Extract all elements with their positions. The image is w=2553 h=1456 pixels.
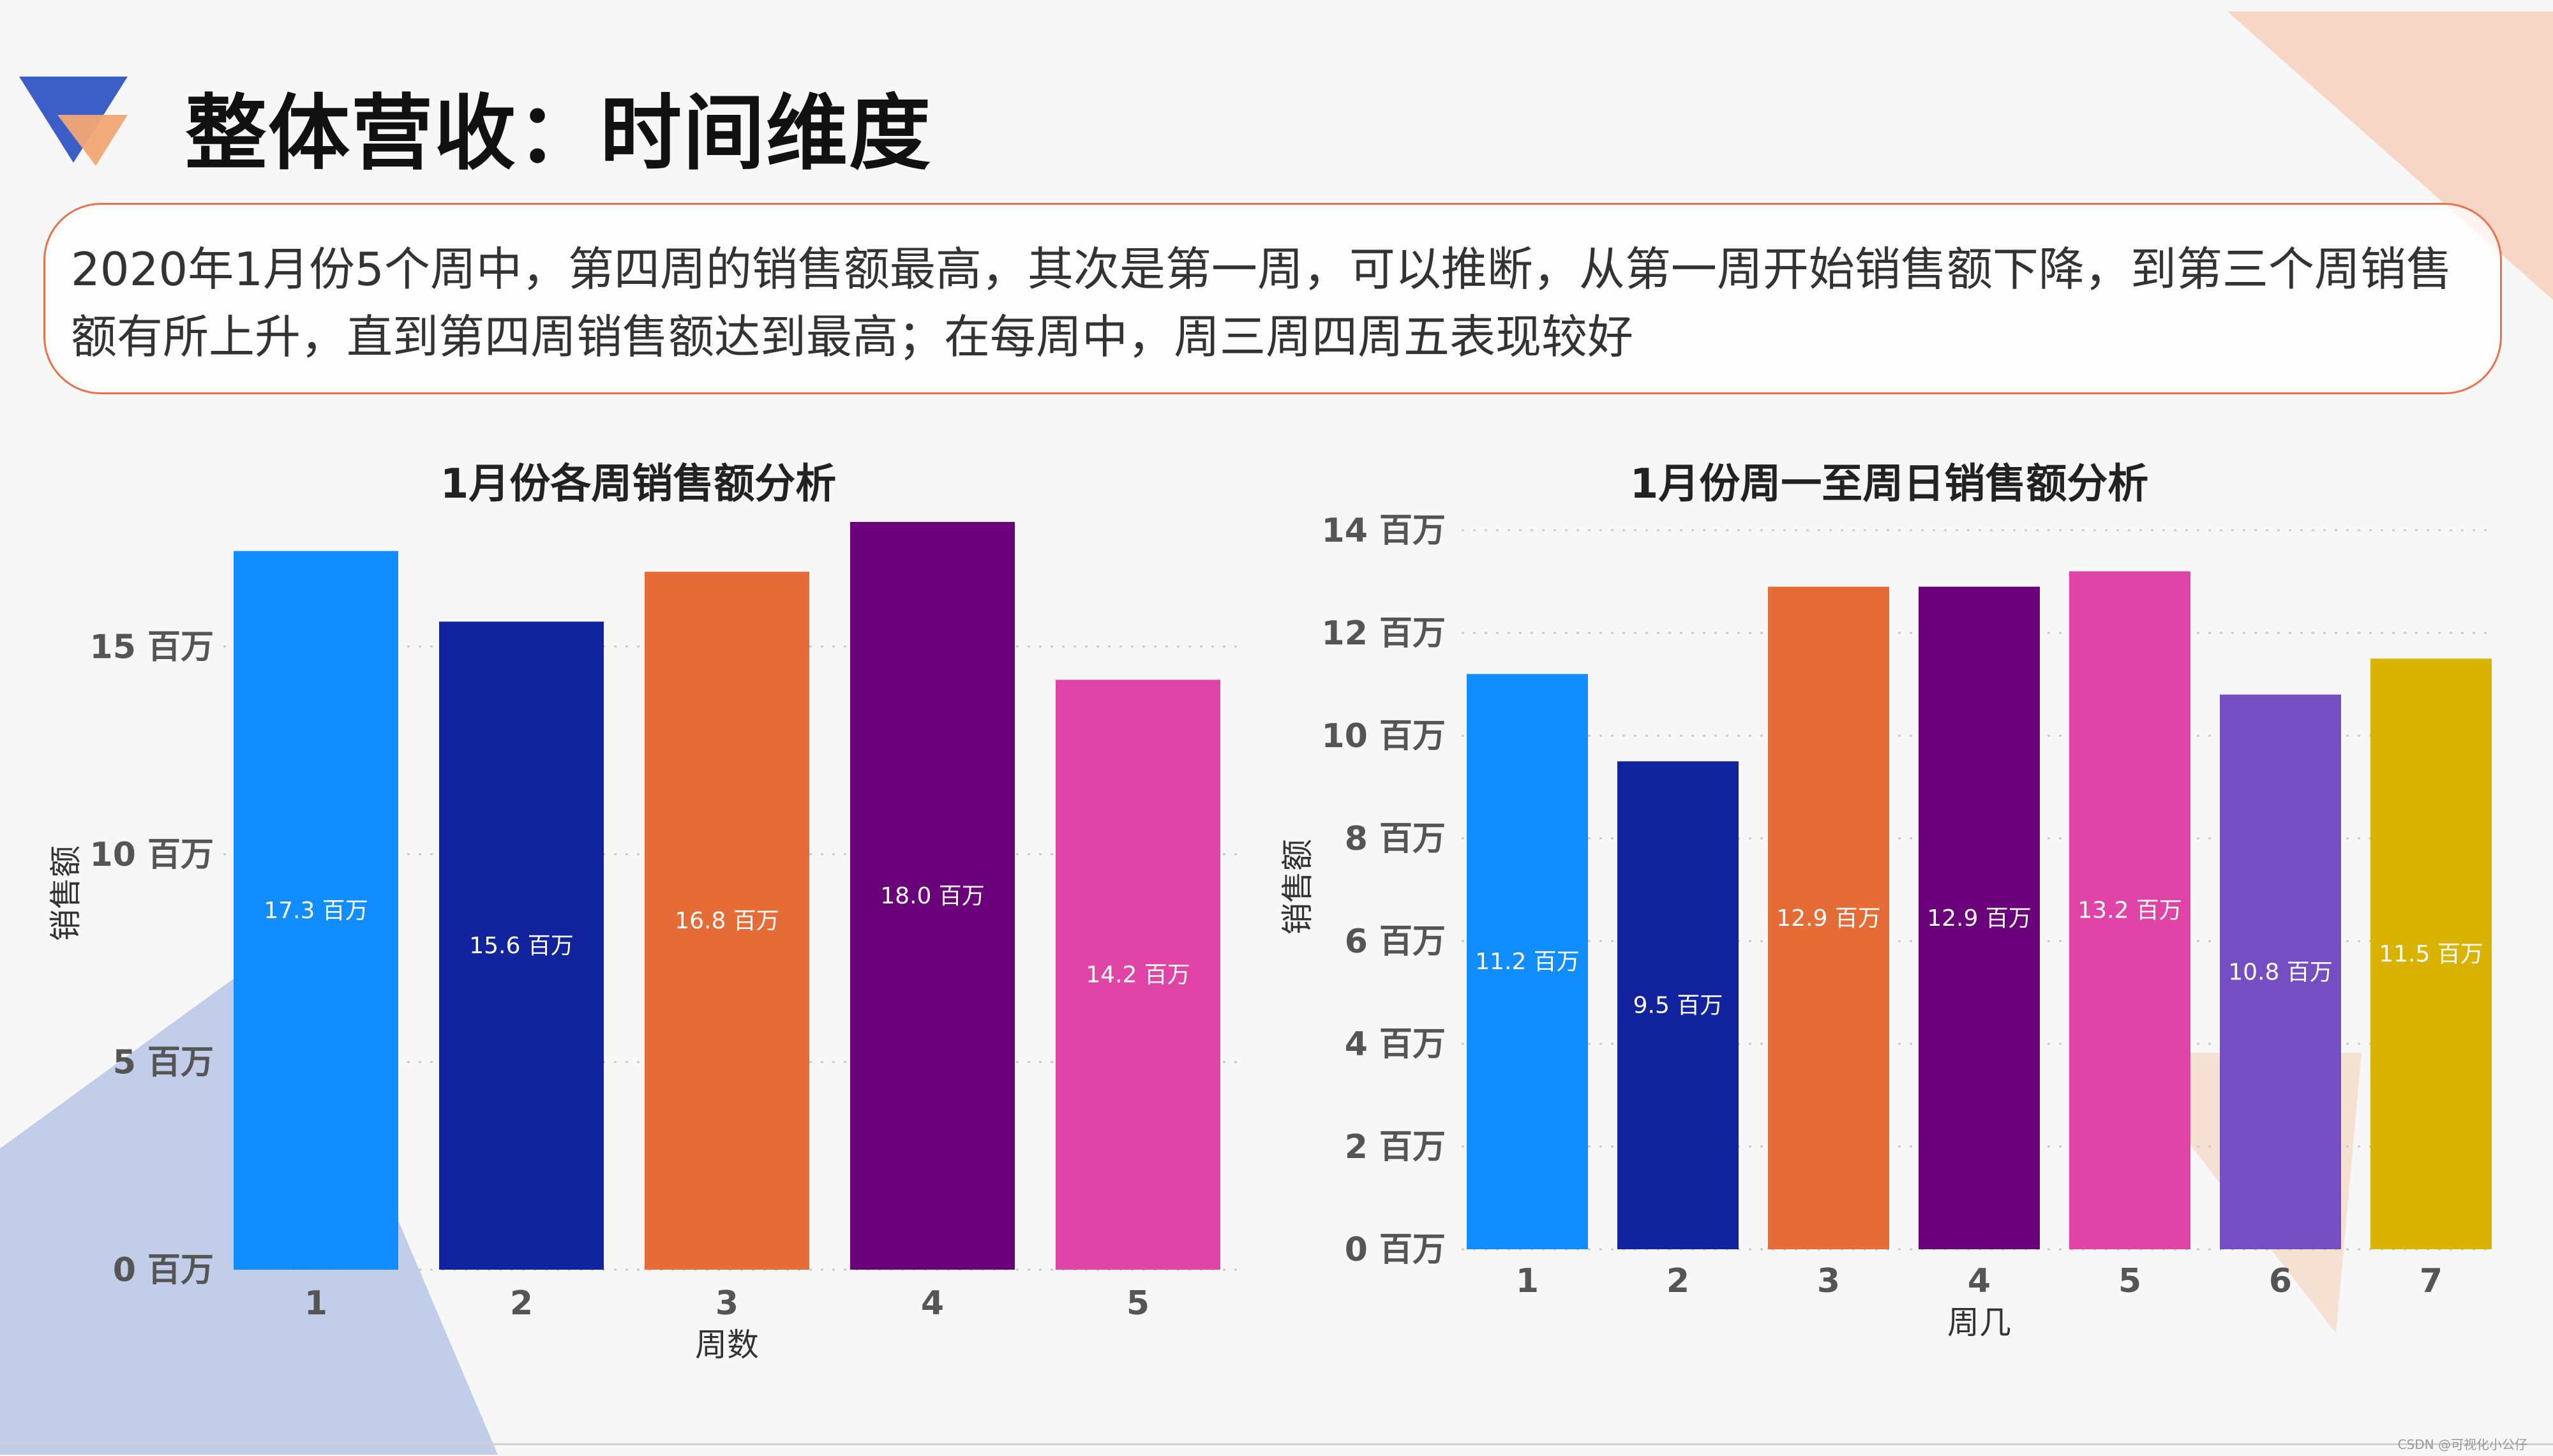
y-axis-label: 销售额: [47, 845, 84, 941]
bar[interactable]: [2069, 571, 2190, 1249]
bar-data-label: 12.9 百万: [1776, 905, 1881, 932]
bar-data-label: 10.8 百万: [2228, 959, 2333, 985]
y-tick-label: 10 百万: [1322, 717, 1446, 755]
bar[interactable]: [1919, 586, 2040, 1249]
x-tick-label: 7: [2420, 1262, 2443, 1300]
bar-data-label: 16.8 百万: [675, 908, 779, 934]
x-tick-label: 4: [1968, 1262, 1991, 1300]
bar-data-label: 11.2 百万: [1475, 949, 1580, 975]
x-tick-label: 2: [1666, 1262, 1689, 1300]
bar-data-label: 15.6 百万: [469, 933, 574, 959]
logo-icon: [19, 77, 128, 166]
page-title: 整体营收：时间维度: [185, 86, 932, 181]
y-tick-label: 4 百万: [1345, 1025, 1446, 1064]
bar[interactable]: [439, 621, 604, 1270]
chart-title: 1月份各周销售额分析: [440, 461, 837, 508]
bar[interactable]: [2370, 658, 2492, 1249]
summary-text: 2020年1月份5个周中，第四周的销售额最高，其次是第一周，可以推断，从第一周开…: [71, 242, 2452, 364]
y-tick-label: 2 百万: [1345, 1128, 1446, 1166]
y-tick-label: 0 百万: [113, 1251, 214, 1289]
x-tick-label: 3: [1817, 1262, 1840, 1300]
footer-divider: [0, 1443, 2553, 1445]
bar-data-label: 18.0 百万: [880, 883, 985, 909]
x-tick-label: 4: [921, 1284, 944, 1323]
y-tick-label: 6 百万: [1345, 923, 1446, 961]
x-tick-label: 3: [715, 1284, 738, 1323]
y-tick-label: 15 百万: [90, 628, 214, 666]
watermark: CSDN @可视化小公仔: [2397, 1437, 2527, 1452]
x-tick-label: 1: [1516, 1262, 1539, 1300]
x-tick-label: 5: [2118, 1262, 2141, 1300]
y-tick-label: 14 百万: [1322, 512, 1446, 550]
y-tick-label: 10 百万: [90, 836, 214, 874]
x-tick-label: 5: [1127, 1284, 1149, 1323]
bar[interactable]: [645, 572, 809, 1270]
x-axis-label: 周数: [695, 1326, 759, 1363]
y-tick-label: 8 百万: [1345, 820, 1446, 858]
x-axis-label: 周几: [1947, 1304, 2011, 1341]
bar[interactable]: [1467, 674, 1588, 1249]
bar-data-label: 12.9 百万: [1927, 905, 2032, 932]
bar[interactable]: [850, 522, 1015, 1270]
y-tick-label: 12 百万: [1322, 614, 1446, 653]
chart-title: 1月份周一至周日销售额分析: [1630, 461, 2149, 508]
y-tick-label: 5 百万: [113, 1043, 214, 1081]
bar[interactable]: [2220, 694, 2341, 1249]
bar-data-label: 17.3 百万: [264, 898, 368, 924]
y-tick-label: 0 百万: [1345, 1231, 1446, 1269]
x-tick-label: 2: [510, 1284, 533, 1323]
bar-data-label: 13.2 百万: [2078, 898, 2182, 924]
bar[interactable]: [1056, 680, 1220, 1270]
bar-data-label: 9.5 百万: [1633, 993, 1723, 1019]
x-tick-label: 6: [2269, 1262, 2292, 1300]
x-tick-label: 1: [304, 1284, 327, 1323]
bar-data-label: 11.5 百万: [2379, 941, 2483, 967]
y-axis-label: 销售额: [1279, 839, 1316, 935]
bar[interactable]: [234, 551, 398, 1270]
summary-box: 2020年1月份5个周中，第四周的销售额最高，其次是第一周，可以推断，从第一周开…: [43, 203, 2502, 394]
bar[interactable]: [1768, 586, 1889, 1249]
bar-data-label: 14.2 百万: [1086, 962, 1190, 988]
bar[interactable]: [1617, 761, 1739, 1249]
